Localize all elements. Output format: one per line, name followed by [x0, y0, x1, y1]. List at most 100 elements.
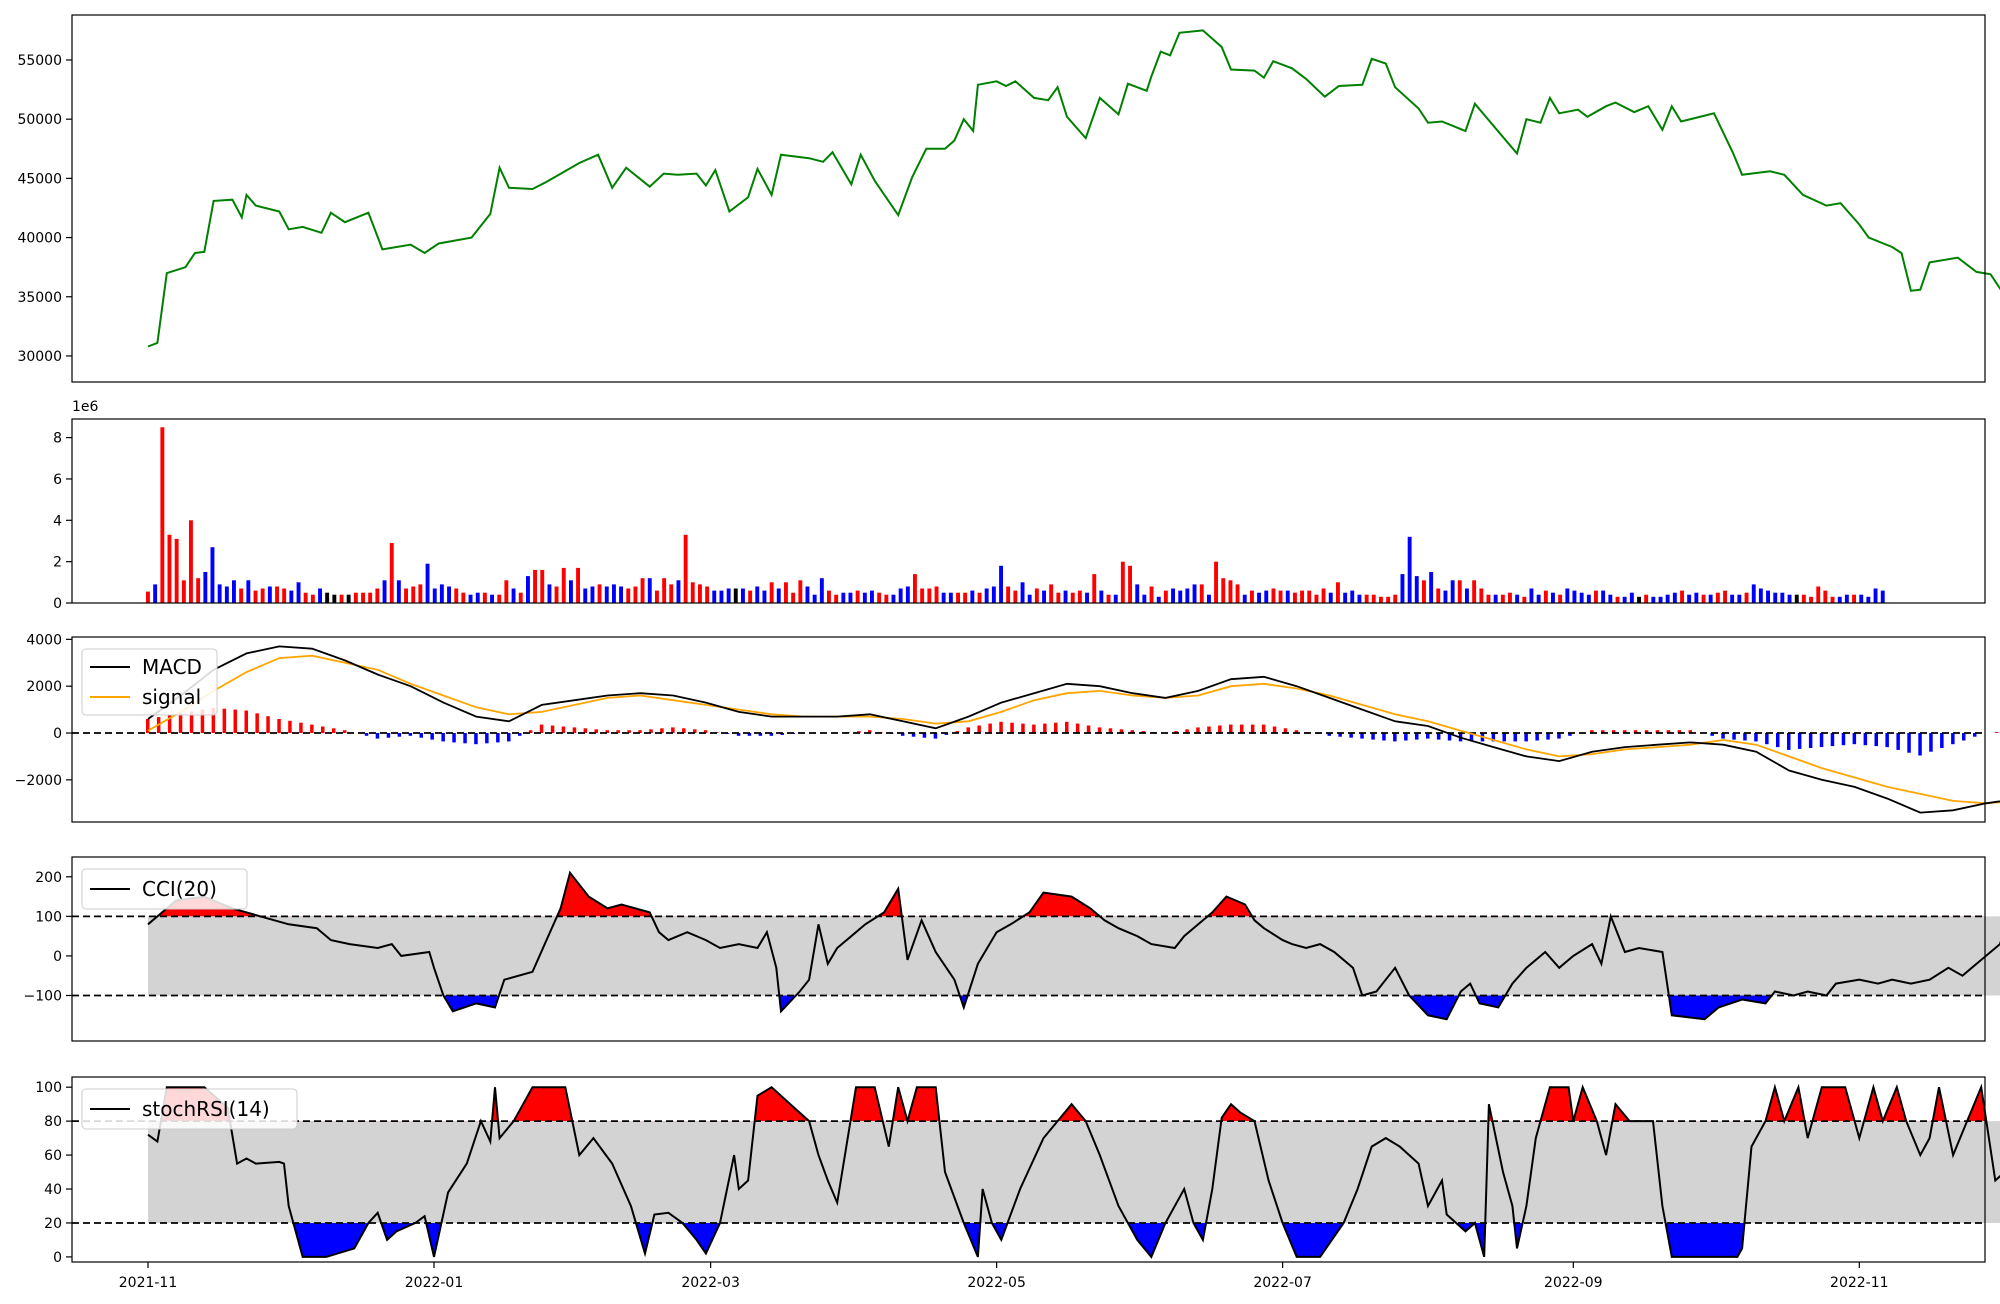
- volume-bar: [1077, 590, 1082, 603]
- volume-bar: [526, 576, 530, 603]
- macd-histogram-bar: [703, 730, 708, 733]
- volume-bar: [913, 574, 917, 603]
- macd-histogram-bar: [1601, 730, 1605, 733]
- volume-bar: [511, 588, 516, 603]
- macd-histogram-bar: [528, 730, 533, 733]
- y-tick-label: 0: [53, 1250, 62, 1266]
- macd-histogram-bar: [605, 730, 609, 733]
- volume-bar: [855, 590, 860, 603]
- volume-bar: [490, 594, 494, 603]
- volume-bar: [375, 588, 380, 603]
- y-tick-label: 45000: [17, 171, 62, 187]
- volume-bar: [439, 584, 444, 603]
- macd-histogram-bar: [485, 733, 489, 744]
- volume-bar: [1608, 594, 1613, 603]
- volume-bar: [224, 586, 229, 603]
- volume-bar: [1715, 592, 1720, 603]
- legend-box: [81, 868, 248, 910]
- macd-histogram-bar: [1535, 733, 1539, 741]
- volume-bar: [239, 588, 244, 603]
- x-tick-label: 2022-05: [967, 1275, 1026, 1291]
- x-tick-label: 2021-11: [119, 1275, 178, 1291]
- volume-bar: [1099, 590, 1104, 603]
- volume-bar: [698, 584, 702, 603]
- volume-bar: [633, 586, 638, 603]
- macd-histogram-bar: [1874, 733, 1878, 747]
- volume-bar: [1207, 594, 1211, 603]
- macd-histogram-bar: [1885, 733, 1889, 748]
- macd-histogram-bar: [900, 733, 905, 736]
- volume-bar: [834, 594, 839, 603]
- volume-bar: [1687, 594, 1692, 603]
- volume-bar: [669, 584, 674, 603]
- macd-histogram-bar: [1918, 733, 1922, 756]
- volume-bar: [755, 586, 760, 603]
- volume-bar: [999, 565, 1003, 603]
- macd-histogram-bar: [572, 727, 577, 733]
- cci-legend: CCI(20): [81, 868, 248, 910]
- macd-histogram-bar: [638, 730, 642, 733]
- volume-bar: [626, 588, 631, 603]
- volume-bar: [1637, 596, 1641, 603]
- volume-bar: [497, 594, 502, 603]
- macd-histogram-bar: [911, 733, 916, 737]
- macd-histogram-bar: [1065, 721, 1069, 733]
- volume-bar: [1049, 584, 1054, 603]
- macd-histogram-bar: [1261, 724, 1266, 733]
- volume-bar: [418, 584, 423, 603]
- macd-histogram-bar: [452, 733, 456, 743]
- macd-histogram-bar: [1808, 733, 1813, 748]
- x-tick-label: 2022-11: [1830, 1275, 1889, 1291]
- macd-histogram-bar: [167, 715, 172, 733]
- volume-bar: [662, 578, 667, 603]
- macd-histogram-bar: [933, 733, 938, 739]
- volume-bar: [604, 586, 609, 603]
- macd-histogram-bar: [474, 733, 478, 745]
- macd-histogram-bar: [178, 713, 183, 733]
- y-tick-label: 20: [44, 1216, 62, 1232]
- volume-bar: [1787, 594, 1792, 603]
- volume-bar: [1816, 586, 1821, 603]
- y-tick-label: 0: [53, 596, 62, 612]
- volume-bar: [1300, 590, 1304, 603]
- macd-histogram-bar: [1852, 733, 1857, 745]
- macd-histogram-bar: [747, 733, 752, 736]
- macd-histogram-bar: [1688, 730, 1692, 733]
- volume-bar: [296, 582, 301, 603]
- y-tick-label: 0: [53, 726, 62, 742]
- y-tick-label: 60: [44, 1148, 62, 1164]
- macd-histogram-bar: [868, 730, 872, 733]
- macd-histogram-bar: [342, 730, 347, 733]
- volume-bar: [1214, 561, 1218, 603]
- volume-bar: [1027, 594, 1032, 603]
- volume-bar: [1343, 592, 1348, 603]
- y-tick-label: 6: [53, 472, 62, 488]
- macd-histogram-bar: [922, 733, 927, 738]
- volume-bar: [325, 592, 330, 603]
- volume-bar: [1837, 596, 1842, 603]
- volume-bar: [647, 578, 652, 603]
- volume-panel-frame: [71, 418, 1986, 604]
- macd-histogram-bar: [255, 713, 259, 733]
- volume-bar: [1120, 561, 1125, 603]
- volume-bar: [1859, 594, 1864, 603]
- volume-bar: [310, 594, 315, 603]
- macd-histogram-bar: [146, 719, 150, 734]
- volume-bar: [619, 586, 623, 603]
- volume-bar: [741, 588, 745, 603]
- volume-bar: [1658, 596, 1663, 603]
- volume-bar: [1579, 592, 1584, 603]
- macd-line: [147, 645, 2000, 814]
- volume-bar: [956, 592, 960, 603]
- macd-histogram-bar: [1327, 733, 1331, 736]
- volume-bar: [1866, 596, 1871, 603]
- volume-bar: [1364, 594, 1369, 603]
- volume-bar: [941, 592, 946, 603]
- macd-histogram-bar: [419, 733, 423, 738]
- volume-bar: [769, 582, 774, 603]
- volume-bar: [1536, 594, 1541, 603]
- macd-histogram-bar: [1415, 733, 1419, 740]
- macd-histogram-bar: [977, 725, 981, 733]
- volume-bar: [454, 588, 459, 603]
- macd-histogram-bar: [1787, 733, 1791, 750]
